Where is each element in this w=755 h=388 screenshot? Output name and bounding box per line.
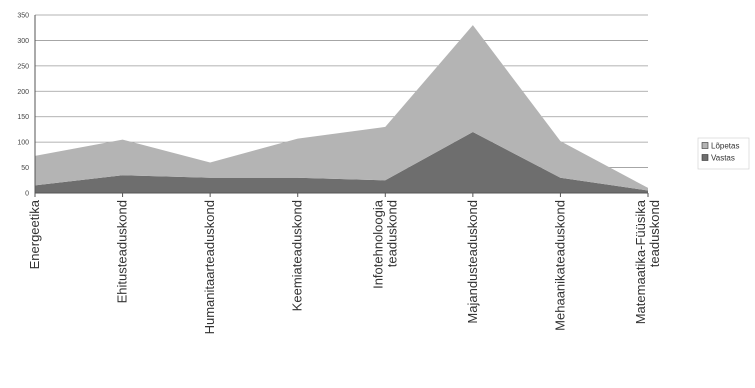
series-area-lõpetas bbox=[35, 25, 648, 191]
x-tick-label: Infotehnoloogia teaduskond bbox=[370, 199, 399, 289]
legend-label-lõpetas: Lõpetas bbox=[711, 142, 739, 151]
x-tick-label-line: Matemaatika-Füüsika bbox=[633, 199, 648, 324]
axes bbox=[34, 15, 649, 197]
legend-swatch-vastas bbox=[701, 154, 709, 161]
y-tick-label: 250 bbox=[17, 63, 29, 70]
plot-areas bbox=[35, 25, 648, 193]
x-tick-label: Matemaatika-Füüsika teaduskond bbox=[633, 199, 662, 324]
x-tick-label: Energeetika bbox=[27, 199, 42, 269]
y-tick-label: 100 bbox=[17, 140, 29, 147]
legend-label-vastas: Vastas bbox=[711, 154, 735, 163]
x-tick-labels: Energeetika Ehitusteaduskond Humanitaartea… bbox=[27, 199, 662, 334]
x-tick-label-line: Humanitaarteaduskond bbox=[202, 200, 217, 334]
y-tick-label: 200 bbox=[17, 89, 29, 96]
y-tick-label: 300 bbox=[17, 38, 29, 45]
x-tick-label: Keemiateaduskond bbox=[290, 200, 305, 311]
series-area-vastas bbox=[35, 131, 648, 193]
x-tick-label-line: Majandusteaduskond bbox=[465, 200, 480, 324]
y-tick-label: 350 bbox=[17, 13, 29, 20]
x-tick-label-line: Mehaanikateaduskond bbox=[552, 200, 567, 331]
x-tick-label: Majandusteaduskond bbox=[465, 200, 480, 324]
x-tick-label: Ehitusteaduskond bbox=[115, 200, 130, 303]
legend: Lõpetas Vastas bbox=[697, 137, 750, 170]
legend-swatch-lõpetas bbox=[701, 142, 709, 149]
x-tick-label-line: Energeetika bbox=[27, 199, 42, 269]
y-tick-label: 150 bbox=[17, 114, 29, 121]
x-tick-label-line: teaduskond bbox=[647, 200, 662, 267]
y-tick-label: 50 bbox=[21, 165, 29, 172]
x-tick-label-line: Infotehnoloogia bbox=[370, 199, 385, 289]
x-tick-label-line: Ehitusteaduskond bbox=[115, 200, 130, 303]
x-tick-label: Humanitaarteaduskond bbox=[202, 200, 217, 334]
y-tick-labels: 0 50 100 150 200 250 300 350 bbox=[17, 13, 29, 198]
legend-box bbox=[697, 137, 750, 170]
x-tick-label-line: teaduskond bbox=[384, 200, 399, 267]
x-tick-label-line: Keemiateaduskond bbox=[290, 200, 305, 311]
y-tick-label: 0 bbox=[25, 191, 29, 198]
x-tick-label: Mehaanikateaduskond bbox=[552, 200, 567, 331]
